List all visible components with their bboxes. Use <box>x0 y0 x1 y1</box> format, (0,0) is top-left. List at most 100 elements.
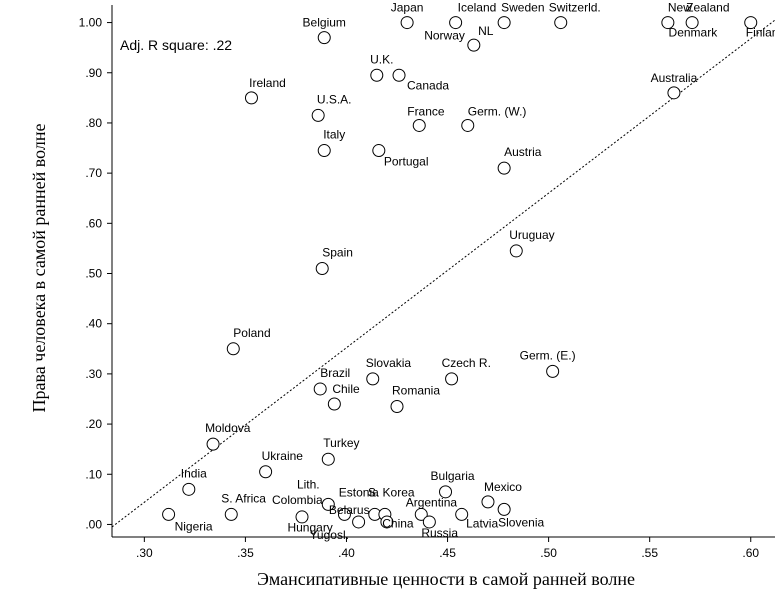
point-label: Iceland <box>458 1 497 15</box>
point-label: Chile <box>332 382 360 396</box>
point-marker <box>497 16 511 30</box>
point-label: Brazil <box>320 366 350 380</box>
point-marker <box>311 108 325 122</box>
point-label: Japan <box>391 1 424 15</box>
point-marker <box>317 31 331 45</box>
y-tick-label: .50 <box>85 267 102 281</box>
axis-ticks: .30 .35 .40 .45 .50 .55 .60 .00 .10 .20 .30 .40 .50.… <box>79 16 760 560</box>
point-label: Italy <box>323 128 345 142</box>
y-tick-label: .10 <box>85 467 102 481</box>
point-label: U.K. <box>370 52 393 66</box>
point-label: Denmark <box>669 26 719 40</box>
point-label: Latvia <box>466 516 498 530</box>
point-label: U.S.A. <box>317 92 352 106</box>
point-marker <box>509 244 523 258</box>
point-marker <box>445 372 459 386</box>
point-marker <box>554 16 568 30</box>
point-label: Argentina <box>406 495 458 509</box>
point-marker <box>439 485 453 499</box>
point-marker <box>321 452 335 466</box>
point-label: S. Africa <box>221 491 266 505</box>
point-label: Canada <box>407 78 449 92</box>
y-axis-title: Права человека в самой ранней волне <box>29 124 49 413</box>
y-tick-label: 1.00 <box>79 16 103 30</box>
point-label: Turkey <box>323 436 359 450</box>
point-label: Bulgaria <box>431 469 475 483</box>
point-marker <box>461 118 475 132</box>
y-tick-label: .40 <box>85 317 102 331</box>
point-label: Ukraine <box>262 449 304 463</box>
point-marker <box>455 507 469 521</box>
point-label: Colombia <box>272 493 323 507</box>
point-label: Portugal <box>384 155 429 169</box>
point-marker <box>400 16 414 30</box>
point-marker <box>380 515 394 529</box>
point-marker <box>667 86 681 100</box>
point-marker <box>162 507 176 521</box>
point-label: Russia <box>421 526 458 540</box>
point-label: Finland <box>746 26 775 40</box>
point-marker <box>182 482 196 496</box>
point-label: Sweden <box>501 1 544 15</box>
point-marker <box>317 144 331 158</box>
point-label: China <box>382 516 414 530</box>
x-tick-label: .30 <box>136 546 153 560</box>
point-label: Norway <box>424 29 465 43</box>
point-label: Switzerld. <box>549 1 601 15</box>
point-marker <box>449 16 463 30</box>
point-label: Slovakia <box>366 356 412 370</box>
x-axis-title: Эмансипативные ценности в самой ранней в… <box>257 569 635 589</box>
point-label: France <box>407 104 445 118</box>
point-marker <box>295 510 309 524</box>
point-label: Yugosl. <box>310 528 349 542</box>
point-label: Germ. (E.) <box>520 348 576 362</box>
point-marker <box>744 16 758 30</box>
x-tick-label: .60 <box>742 546 759 560</box>
data-points <box>162 16 758 529</box>
y-tick-label: .90 <box>85 66 102 80</box>
point-marker <box>352 515 366 529</box>
regression-line <box>111 19 775 528</box>
point-label: New <box>668 1 692 15</box>
point-label: Hungary <box>287 520 332 534</box>
point-marker <box>392 68 406 82</box>
point-marker <box>481 495 495 509</box>
x-tick-label: .50 <box>540 546 557 560</box>
y-tick-label: .70 <box>85 166 102 180</box>
point-label: Czech R. <box>442 356 491 370</box>
point-label: Austria <box>504 145 542 159</box>
point-marker <box>370 68 384 82</box>
point-label: Slovenia <box>498 515 544 529</box>
point-label: Spain <box>322 245 353 259</box>
point-marker <box>321 497 335 511</box>
point-marker <box>206 437 220 451</box>
point-marker <box>412 118 426 132</box>
point-marker <box>467 38 481 52</box>
point-label: Nigeria <box>175 519 213 533</box>
point-label: Belarus <box>329 503 370 517</box>
point-label: Zealand <box>686 1 729 15</box>
y-tick-label: .60 <box>85 216 102 230</box>
point-marker <box>414 507 428 521</box>
point-label: Poland <box>233 326 270 340</box>
x-tick-label: .35 <box>237 546 254 560</box>
point-marker <box>226 342 240 356</box>
point-marker <box>497 502 511 516</box>
point-label: India <box>181 466 207 480</box>
point-label: Moldova <box>205 421 251 435</box>
point-marker <box>685 16 699 30</box>
r-square-annotation: Adj. R square: .22 <box>120 37 232 53</box>
point-marker <box>337 507 351 521</box>
point-marker <box>497 161 511 175</box>
point-label: Mexico <box>484 480 522 494</box>
x-tick-label: .45 <box>439 546 456 560</box>
y-tick-label: .80 <box>85 116 102 130</box>
point-marker <box>259 465 273 479</box>
y-tick-label: .00 <box>85 517 102 531</box>
point-label: Romania <box>392 384 440 398</box>
point-label: Estonia <box>339 485 379 499</box>
point-label: Belgium <box>303 16 346 30</box>
point-marker <box>244 91 258 105</box>
